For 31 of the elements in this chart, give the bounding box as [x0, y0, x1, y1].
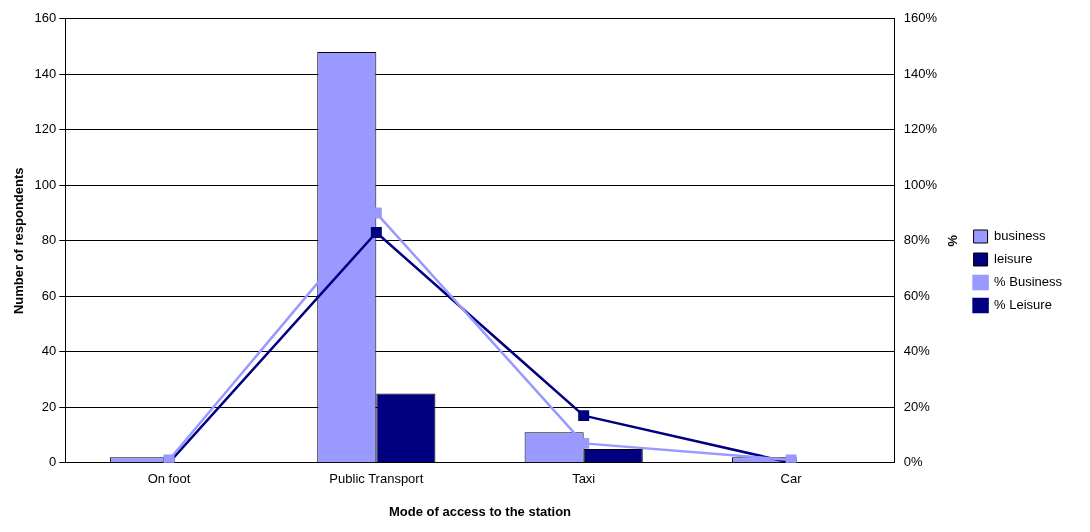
y-tick-label: 80 — [41, 232, 57, 248]
y-tick-label: 0 — [49, 454, 57, 470]
y2-tick-label: 100% — [903, 176, 938, 192]
y2-tick-label: 80% — [903, 232, 931, 248]
y2-tick-label: 160% — [903, 10, 938, 26]
y-tick-label: 120 — [34, 121, 57, 137]
x-tick-label: Public Transport — [329, 471, 424, 487]
y2-tick-label: 40% — [903, 343, 931, 359]
y-tick-label: 100 — [34, 176, 57, 192]
x-axis-title: Mode of access to the station — [388, 503, 572, 519]
y2-tick-label: 20% — [903, 398, 931, 414]
x-tick-label: Car — [780, 471, 803, 487]
point — [370, 226, 382, 238]
x-tick-label: Taxi — [572, 471, 596, 487]
y2-axis-title: % — [945, 235, 961, 248]
y-tick-label: 60 — [41, 287, 57, 303]
point — [578, 410, 590, 422]
y2-tick-label: 0% — [903, 454, 923, 470]
legend-label: % Leisure — [994, 297, 1052, 313]
legend-label: leisure — [994, 251, 1033, 267]
y-tick-label: 20 — [41, 398, 57, 414]
y-tick-label: 140 — [34, 65, 57, 81]
y2-tick-label: 120% — [903, 121, 938, 137]
y-axis-title: Number of respondents — [11, 167, 27, 315]
y-tick-label: 160 — [34, 10, 57, 26]
y-tick-label: 40 — [41, 343, 57, 359]
y2-tick-label: 60% — [903, 287, 931, 303]
x-tick-label: On foot — [147, 471, 191, 487]
legend-label: % Business — [994, 274, 1063, 290]
y2-tick-label: 140% — [903, 65, 938, 81]
legend-label: business — [994, 228, 1046, 244]
